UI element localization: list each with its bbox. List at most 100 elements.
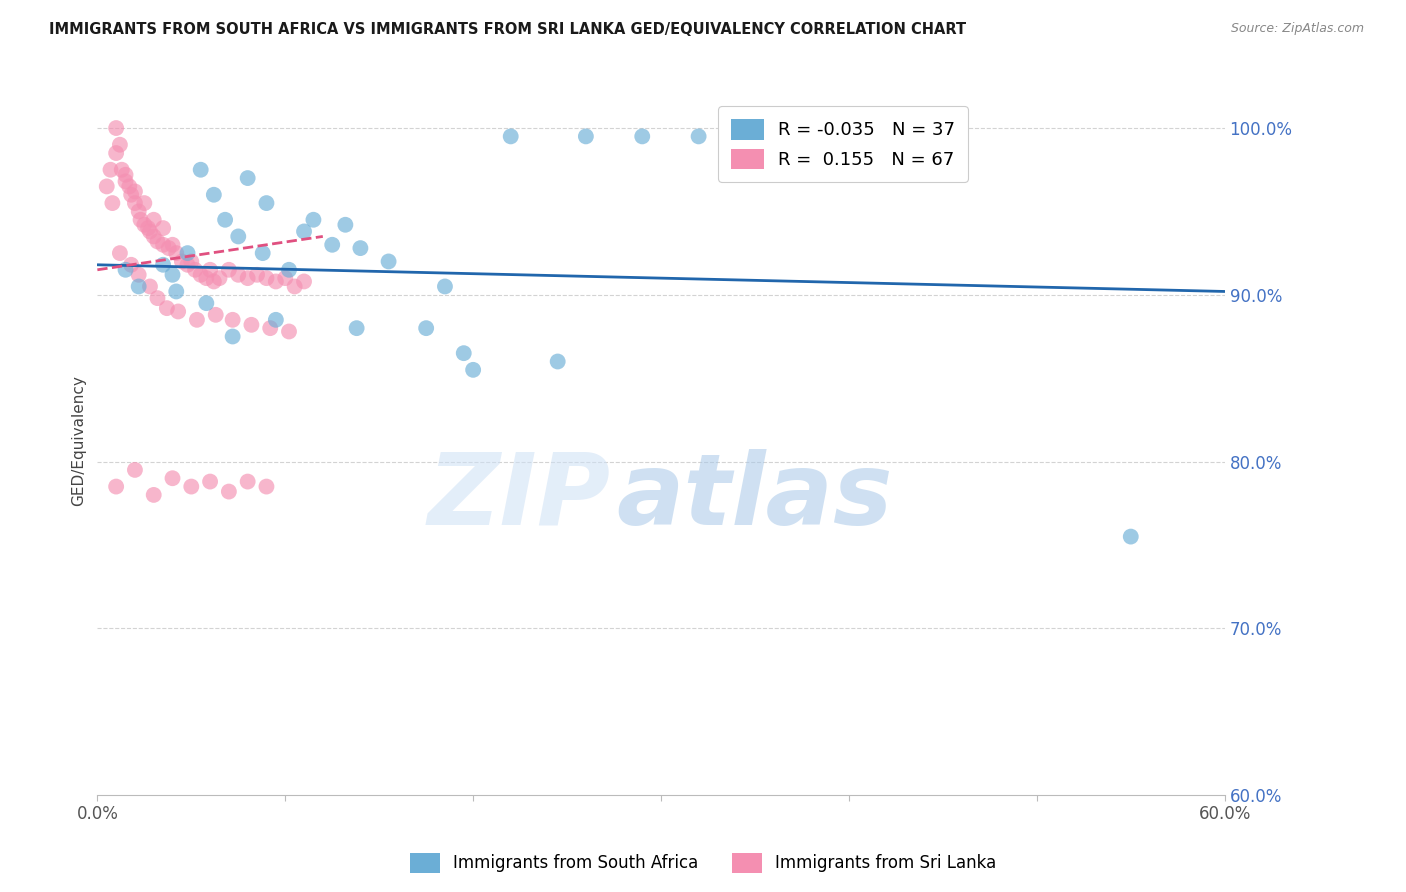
Point — [105, 121, 128, 136]
Point — [292, 224, 315, 238]
Point — [335, 218, 357, 232]
Point — [157, 241, 180, 255]
Point — [128, 204, 150, 219]
Point — [198, 475, 221, 489]
Point — [167, 304, 190, 318]
Point — [264, 313, 287, 327]
Point — [463, 363, 485, 377]
Point — [100, 162, 122, 177]
Point — [292, 275, 315, 289]
Point — [772, 129, 794, 144]
Point — [180, 479, 202, 493]
Point — [105, 146, 128, 161]
Point — [142, 488, 165, 502]
Point — [688, 129, 710, 144]
Point — [321, 237, 343, 252]
Point — [202, 187, 225, 202]
Point — [202, 275, 225, 289]
Point — [453, 346, 475, 360]
Point — [165, 285, 187, 299]
Point — [278, 262, 301, 277]
Point — [284, 279, 307, 293]
Point — [264, 275, 287, 289]
Point — [162, 471, 184, 485]
Point — [118, 179, 141, 194]
Point — [128, 268, 150, 282]
Point — [433, 279, 456, 293]
Point — [236, 271, 259, 285]
Point — [278, 325, 301, 339]
Point — [190, 268, 212, 282]
Point — [415, 321, 437, 335]
Point — [176, 246, 198, 260]
Point — [124, 196, 146, 211]
Point — [256, 479, 278, 493]
Y-axis label: GED/Equivalency: GED/Equivalency — [72, 376, 86, 506]
Point — [176, 258, 198, 272]
Point — [208, 271, 231, 285]
Point — [236, 171, 259, 186]
Point — [226, 268, 249, 282]
Point — [631, 129, 654, 144]
Point — [195, 271, 218, 285]
Legend: Immigrants from South Africa, Immigrants from Sri Lanka: Immigrants from South Africa, Immigrants… — [404, 847, 1002, 880]
Point — [142, 229, 165, 244]
Point — [349, 241, 371, 255]
Point — [162, 237, 184, 252]
Point — [111, 162, 134, 177]
Point — [139, 279, 162, 293]
Point — [162, 268, 184, 282]
Point — [124, 185, 146, 199]
Point — [725, 129, 748, 144]
Point — [377, 254, 399, 268]
Point — [114, 174, 136, 188]
Point — [108, 246, 131, 260]
Point — [221, 329, 243, 343]
Point — [186, 313, 208, 327]
Point — [800, 129, 823, 144]
Point — [139, 224, 162, 238]
Text: IMMIGRANTS FROM SOUTH AFRICA VS IMMIGRANTS FROM SRI LANKA GED/EQUIVALENCY CORREL: IMMIGRANTS FROM SOUTH AFRICA VS IMMIGRAN… — [49, 22, 966, 37]
Text: Source: ZipAtlas.com: Source: ZipAtlas.com — [1230, 22, 1364, 36]
Point — [256, 271, 278, 285]
Point — [547, 354, 569, 368]
Point — [302, 212, 325, 227]
Point — [499, 129, 522, 144]
Point — [195, 296, 218, 310]
Point — [120, 187, 142, 202]
Point — [218, 484, 240, 499]
Point — [124, 463, 146, 477]
Point — [128, 279, 150, 293]
Point — [214, 212, 236, 227]
Text: ZIP: ZIP — [427, 449, 610, 546]
Point — [152, 221, 174, 235]
Point — [114, 168, 136, 182]
Point — [1119, 530, 1142, 544]
Point — [218, 262, 240, 277]
Point — [204, 308, 226, 322]
Point — [156, 301, 179, 315]
Point — [240, 318, 263, 332]
Point — [105, 479, 128, 493]
Point — [575, 129, 598, 144]
Point — [96, 179, 118, 194]
Point — [190, 162, 212, 177]
Point — [346, 321, 368, 335]
Point — [108, 137, 131, 152]
Point — [256, 196, 278, 211]
Point — [129, 212, 152, 227]
Text: atlas: atlas — [616, 449, 893, 546]
Point — [101, 196, 124, 211]
Point — [152, 237, 174, 252]
Point — [146, 235, 169, 249]
Point — [152, 258, 174, 272]
Point — [274, 271, 297, 285]
Point — [142, 212, 165, 227]
Point — [170, 254, 193, 268]
Point — [226, 229, 249, 244]
Point — [252, 246, 274, 260]
Point — [221, 313, 243, 327]
Point — [236, 475, 259, 489]
Point — [146, 291, 169, 305]
Point — [259, 321, 281, 335]
